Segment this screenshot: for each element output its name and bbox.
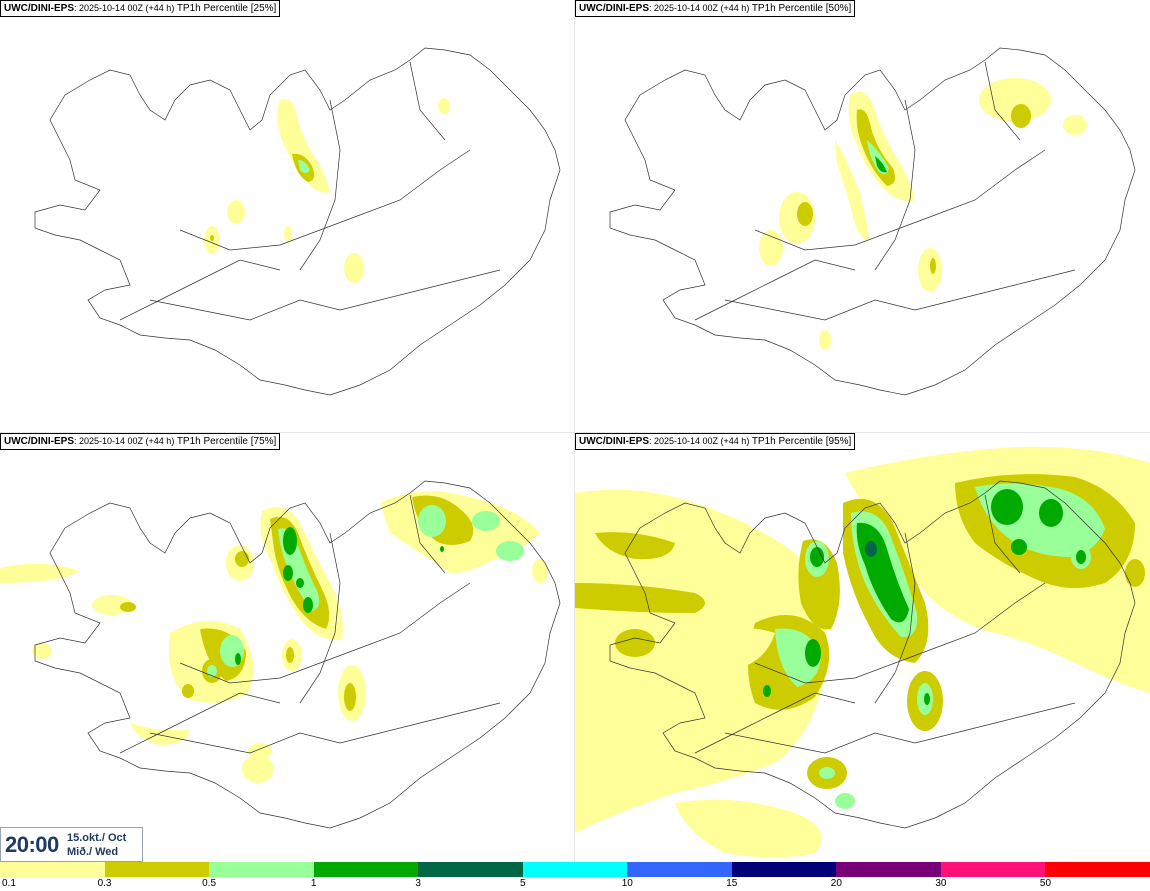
legend-tick-label: 0.5: [202, 878, 217, 889]
precip-field: [575, 446, 1150, 858]
legend-tick-label: 15: [726, 878, 738, 889]
model-name: UWC/DINI-EPS: [4, 3, 74, 14]
model-name: UWC/DINI-EPS: [4, 436, 74, 447]
coastline: [34, 480, 561, 829]
map-panel-p75: UWC/DINI-EPS: 2025-10-14 00Z (+44 h) TP1…: [0, 433, 574, 862]
map-panel-p95: UWC/DINI-EPS: 2025-10-14 00Z (+44 h) TP1…: [575, 433, 1150, 862]
legend-swatch: [0, 862, 106, 877]
legend-swatch: [313, 862, 419, 877]
panel-title: UWC/DINI-EPS: 2025-10-14 00Z (+44 h) TP1…: [0, 0, 281, 17]
panel-title: UWC/DINI-EPS: 2025-10-14 00Z (+44 h) TP1…: [0, 433, 281, 450]
legend-swatch: [104, 862, 210, 877]
legend-swatch: [940, 862, 1046, 877]
legend-tick-label: 0.1: [2, 878, 16, 889]
legend-swatch: [418, 862, 524, 877]
legend-swatch: [1045, 862, 1150, 877]
parameter-name: TP1h Percentile [75%]: [176, 436, 277, 447]
panel-divider-vertical: [574, 0, 575, 862]
precip-map-p95: [575, 446, 1150, 858]
panel-title: UWC/DINI-EPS: 2025-10-14 00Z (+44 h) TP1…: [575, 433, 856, 450]
legend-tick-label: 5: [519, 878, 526, 889]
parameter-name: TP1h Percentile [95%]: [751, 436, 852, 447]
run-info: : 2025-10-14 00Z (+44 h): [649, 436, 752, 446]
parameter-name: TP1h Percentile [25%]: [176, 3, 277, 14]
legend-tick-label: 10: [621, 878, 633, 889]
panel-title: UWC/DINI-EPS: 2025-10-14 00Z (+44 h) TP1…: [575, 0, 856, 17]
legend-swatch: [627, 862, 733, 877]
run-info: : 2025-10-14 00Z (+44 h): [74, 436, 177, 446]
legend-tick-label: 3: [415, 878, 421, 889]
precip-field: [204, 98, 450, 283]
valid-date-line2: Mið./ Wed: [67, 846, 119, 858]
model-name: UWC/DINI-EPS: [579, 3, 649, 14]
precip-map-p50: [609, 47, 1136, 396]
coastline: [34, 47, 561, 396]
valid-time: 20:00: [5, 832, 59, 857]
coastline: [609, 480, 1136, 829]
panel-divider-horizontal: [0, 432, 1150, 433]
precip-map-p75: [0, 480, 561, 829]
valid-date: 15.okt./ Oct Mið./ Wed: [67, 831, 126, 859]
run-info: : 2025-10-14 00Z (+44 h): [649, 3, 752, 13]
precip-field: [759, 78, 1087, 350]
color-legend: 0.1 0.3 0.5 1 3 5 10 15 20 30 50: [0, 862, 1150, 891]
valid-date-line1: 15.okt./ Oct: [67, 832, 127, 844]
precip-field: [0, 491, 548, 783]
map-panel-p50: UWC/DINI-EPS: 2025-10-14 00Z (+44 h) TP1…: [575, 0, 1150, 432]
coastline: [609, 47, 1136, 396]
legend-tick-label: 30: [935, 878, 947, 889]
parameter-name: TP1h Percentile [50%]: [751, 3, 852, 14]
legend-swatch: [731, 862, 837, 877]
run-info: : 2025-10-14 00Z (+44 h): [74, 3, 177, 13]
legend-tick-label: 1: [310, 878, 317, 889]
precip-map-p25: [34, 47, 561, 396]
legend-tick-label: 0.3: [97, 878, 112, 889]
legend-swatch: [522, 862, 628, 877]
legend-tick-label: 50: [1039, 878, 1052, 889]
model-name: UWC/DINI-EPS: [579, 436, 649, 447]
valid-time-box: 20:00 15.okt./ Oct Mið./ Wed: [0, 827, 143, 862]
legend-swatch: [836, 862, 942, 877]
legend-tick-label: 20: [830, 878, 842, 889]
legend-swatch: [209, 862, 315, 877]
map-panel-p25: UWC/DINI-EPS: 2025-10-14 00Z (+44 h) TP1…: [0, 0, 574, 432]
